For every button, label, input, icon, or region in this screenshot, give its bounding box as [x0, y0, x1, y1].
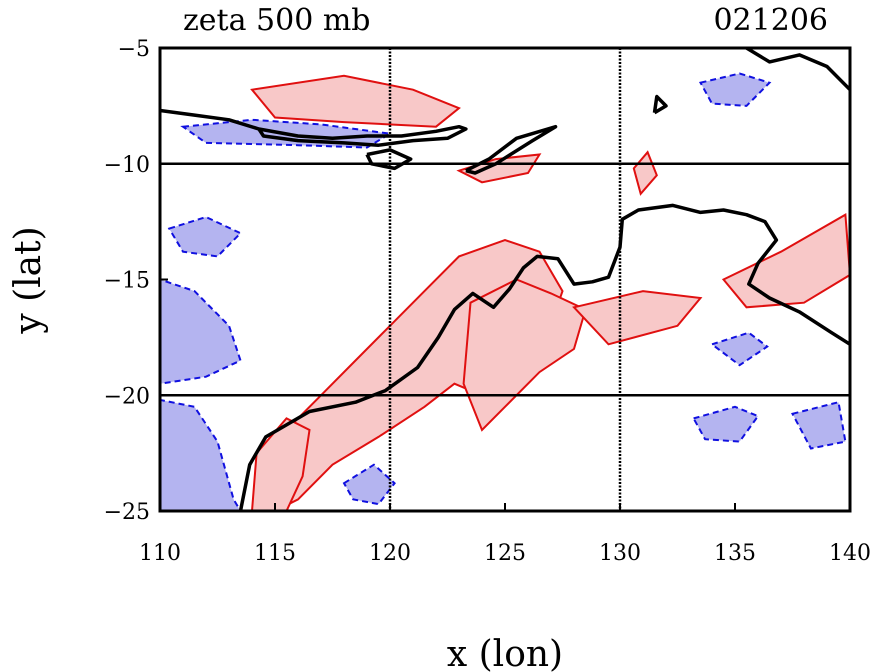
- coastline-lesser-sunda-lower: [257, 124, 468, 147]
- x-tick-label-130: 130: [599, 541, 641, 566]
- negative-region-sw-corner: [160, 398, 242, 511]
- negative-region-north-east: [698, 72, 772, 107]
- positive-region-far-east: [721, 213, 850, 309]
- chart-title-right: 021206: [713, 3, 828, 38]
- positive-region-inland-blob: [462, 278, 587, 432]
- x-axis-label: x (lon): [447, 634, 563, 672]
- chart-title-left: zeta 500 mb: [183, 3, 371, 38]
- y-tick-label-15: −15: [104, 269, 150, 294]
- grid-lines: [160, 48, 850, 511]
- coastline-ne-coast: [745, 48, 850, 91]
- y-tick-label-5: −5: [118, 37, 150, 62]
- x-tick-label-120: 120: [369, 541, 411, 566]
- y-tick-label-25: −25: [104, 500, 150, 525]
- coastline-java-east: [160, 108, 260, 131]
- coastline-sumba: [365, 148, 413, 171]
- axis-ticks: 110 115 120 125 130 135 140 −5 −10 −15 −20 −25: [104, 37, 871, 566]
- y-tick-label-10: −10: [104, 153, 150, 178]
- coastline-timor: [465, 124, 558, 175]
- negative-region-central-south: [342, 463, 396, 506]
- x-tick-label-115: 115: [254, 541, 296, 566]
- positive-region-north-east-patch: [632, 150, 658, 196]
- negative-region-east-mid: [709, 331, 769, 367]
- negative-region-west-edge: [160, 278, 242, 385]
- positive-region-east-band: [572, 290, 703, 346]
- negative-region-east-far-south: [791, 400, 847, 450]
- coastline-australia-north-west: [238, 203, 850, 511]
- x-tick-label-125: 125: [484, 541, 526, 566]
- x-tick-label-140: 140: [829, 541, 871, 566]
- y-axis-label: y (lat): [8, 226, 49, 334]
- negative-region-west-mid: [167, 215, 243, 258]
- y-tick-label-20: −20: [104, 384, 150, 409]
- coastline-new-guinea-south: [652, 94, 668, 115]
- positive-region-north-band: [250, 74, 461, 128]
- x-tick-label-110: 110: [139, 541, 181, 566]
- negative-region-east-south: [692, 405, 760, 443]
- x-tick-label-135: 135: [714, 541, 756, 566]
